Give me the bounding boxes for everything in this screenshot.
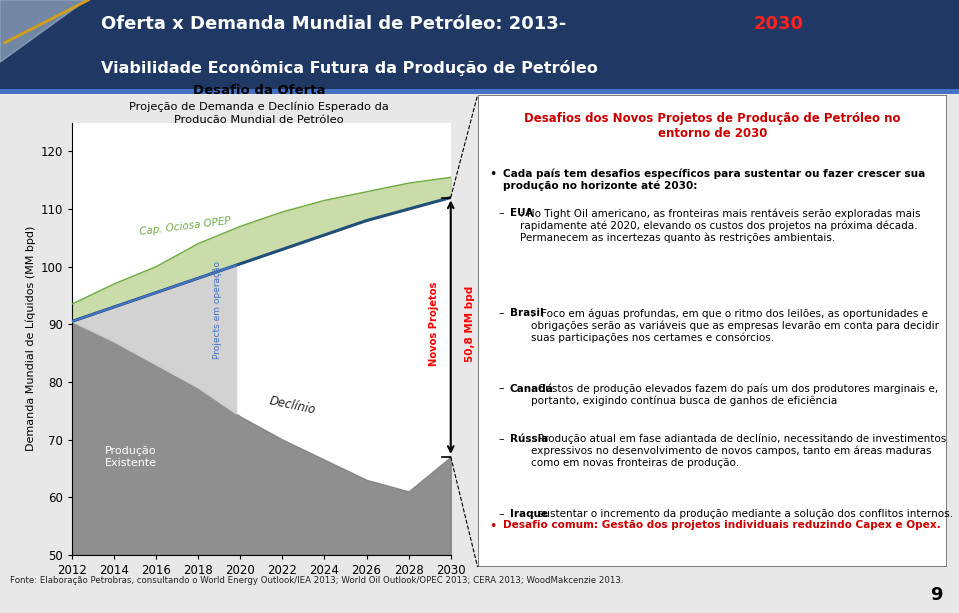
Text: Cada país tem desafios específicos para sustentar ou fazer crescer sua produção : Cada país tem desafios específicos para … [503,168,925,191]
Text: Desafio da Oferta: Desafio da Oferta [193,83,325,97]
Text: : Custos de produção elevados fazem do país um dos produtores marginais e, porta: : Custos de produção elevados fazem do p… [530,384,938,406]
Text: Brasil: Brasil [509,308,543,318]
Text: : sustentar o incremento da produção mediante a solução dos conflitos internos.: : sustentar o incremento da produção med… [530,509,952,519]
Text: –: – [499,308,504,318]
Text: Canadá: Canadá [509,384,553,394]
Text: : Produção atual em fase adiantada de declínio, necessitando de investimentos ex: : Produção atual em fase adiantada de de… [530,433,946,468]
Text: Novos Projetos: Novos Projetos [429,282,439,367]
Y-axis label: Demanda Mundial de Líquidos (MM bpd): Demanda Mundial de Líquidos (MM bpd) [26,226,36,451]
Text: •: • [489,520,497,533]
Text: Projects em operação: Projects em operação [213,261,222,359]
Text: Declínio: Declínio [268,394,316,417]
Text: Oferta x Demanda Mundial de Petróleo: 2013-: Oferta x Demanda Mundial de Petróleo: 20… [101,15,566,33]
Text: 2030: 2030 [754,15,804,33]
Text: Rússia: Rússia [509,433,548,444]
Text: Desafio comum: Gestão dos projetos individuais reduzindo Capex e Opex.: Desafio comum: Gestão dos projetos indiv… [503,520,941,530]
Text: –: – [499,433,504,444]
Text: Viabilidade Econômica Futura da Produção de Petróleo: Viabilidade Econômica Futura da Produção… [101,61,597,77]
Text: Cap. Ociosa OPEP: Cap. Ociosa OPEP [139,216,232,237]
Text: Desafios dos Novos Projetos de Produção de Petróleo no
entorno de 2030: Desafios dos Novos Projetos de Produção … [525,112,901,140]
Polygon shape [0,0,86,63]
Text: •: • [489,168,497,181]
Text: Produção
Existente: Produção Existente [105,446,157,468]
Text: –: – [499,384,504,394]
Text: EUA: EUA [509,208,533,218]
Text: : No Tight Oil americano, as fronteiras mais rentáveis serão exploradas mais rap: : No Tight Oil americano, as fronteiras … [520,208,921,243]
Text: Projeção de Demanda e Declínio Esperado da
Produção Mundial de Petróleo: Projeção de Demanda e Declínio Esperado … [129,102,388,124]
Text: Iraque: Iraque [509,509,548,519]
Text: 9: 9 [929,585,943,604]
Text: 50,8 MM bpd: 50,8 MM bpd [465,286,475,362]
Text: Fonte: Elaboração Petrobras, consultando o World Energy Outlook/IEA 2013; World : Fonte: Elaboração Petrobras, consultando… [10,576,623,585]
Text: :  Foco em águas profundas, em que o ritmo dos leilões, as oportunidades e obrig: : Foco em águas profundas, em que o ritm… [530,308,939,343]
Text: –: – [499,509,504,519]
Text: –: – [499,208,504,218]
